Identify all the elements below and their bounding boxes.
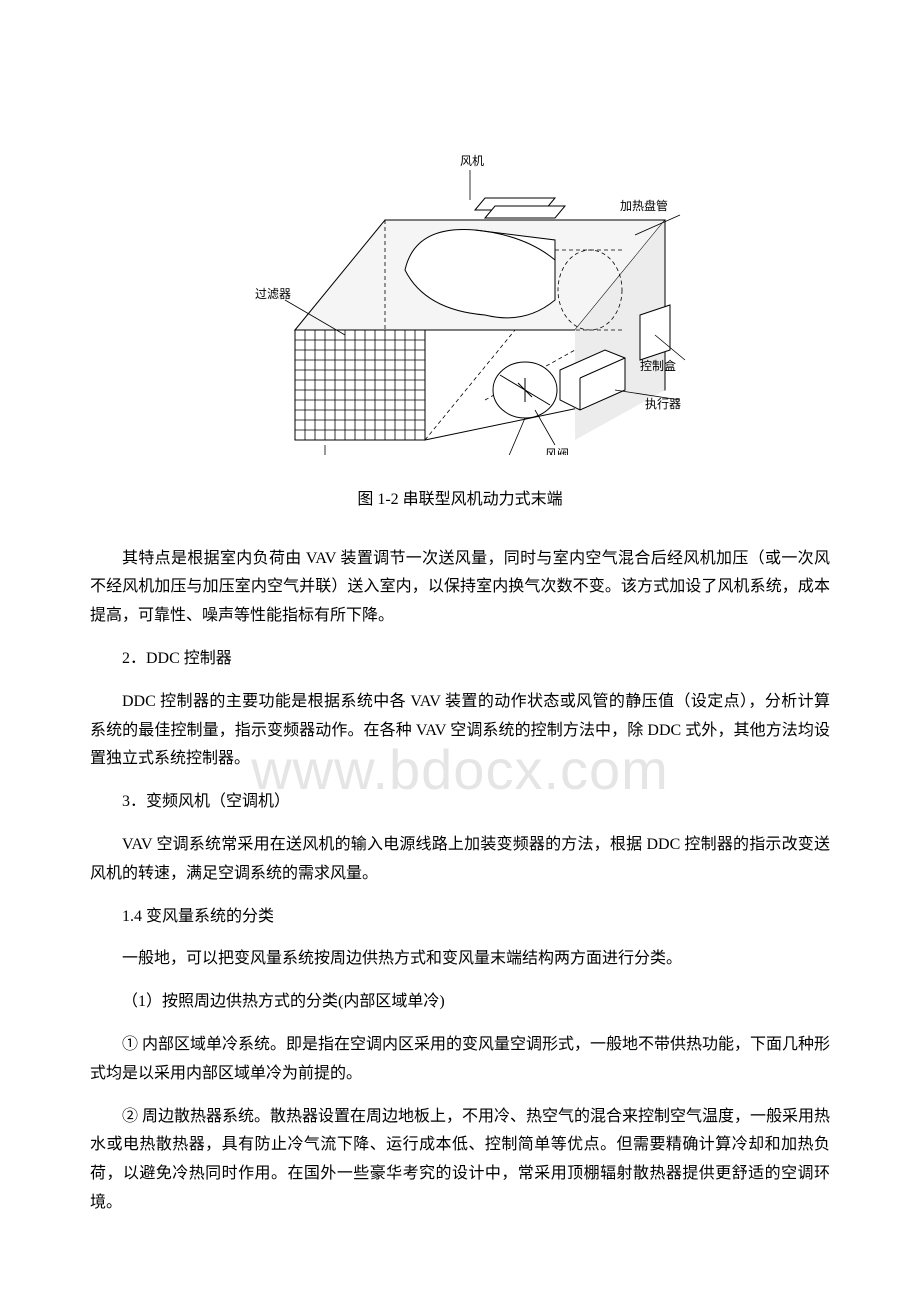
paragraph-classification-intro: 一般地，可以把变风量系统按周边供热方式和变风量末端结构两方面进行分类。 — [90, 945, 830, 974]
paragraph-variable-fan: VAV 空调系统常采用在送风机的输入电源线路上加装变频器的方法，根据 DDC 控… — [90, 831, 830, 889]
figure-container: 风机 过滤器 一次回风 加热盘管 控制盒 执行器 风阀 风量传感器 — [90, 100, 830, 466]
paragraph-intro: 其特点是根据室内负荷由 VAV 装置调节一次送风量，同时与室内空气混合后经风机加… — [90, 545, 830, 631]
paragraph-item-1: ① 内部区域单冷系统。即是指在空调内区采用的变风量空调形式，一般地不带供热功能，… — [90, 1031, 830, 1089]
heading-ddc: 2．DDC 控制器 — [90, 645, 830, 674]
label-damper: 风阀 — [545, 447, 569, 455]
paragraph-item-2: ② 周边散热器系统。散热器设置在周边地板上，不用冷、热空气的混合来控制空气温度，… — [90, 1103, 830, 1218]
heading-classification: 1.4 变风量系统的分类 — [90, 903, 830, 932]
paragraph-ddc: DDC 控制器的主要功能是根据系统中各 VAV 装置的动作状态或风管的静压值（设… — [90, 688, 830, 774]
label-fan: 风机 — [460, 154, 484, 168]
heading-variable-fan: 3．变频风机（空调机） — [90, 788, 830, 817]
diagram-figure: 风机 过滤器 一次回风 加热盘管 控制盒 执行器 风阀 风量传感器 — [225, 100, 695, 455]
figure-caption: 图 1-2 串联型风机动力式末端 — [90, 486, 830, 515]
label-filter: 过滤器 — [255, 287, 291, 301]
label-control-box: 控制盒 — [640, 358, 676, 373]
heading-peripheral-heating: （1）按照周边供热方式的分类(内部区域单冷) — [90, 988, 830, 1017]
label-actuator: 执行器 — [645, 397, 681, 411]
label-heating-coil: 加热盘管 — [620, 198, 668, 213]
